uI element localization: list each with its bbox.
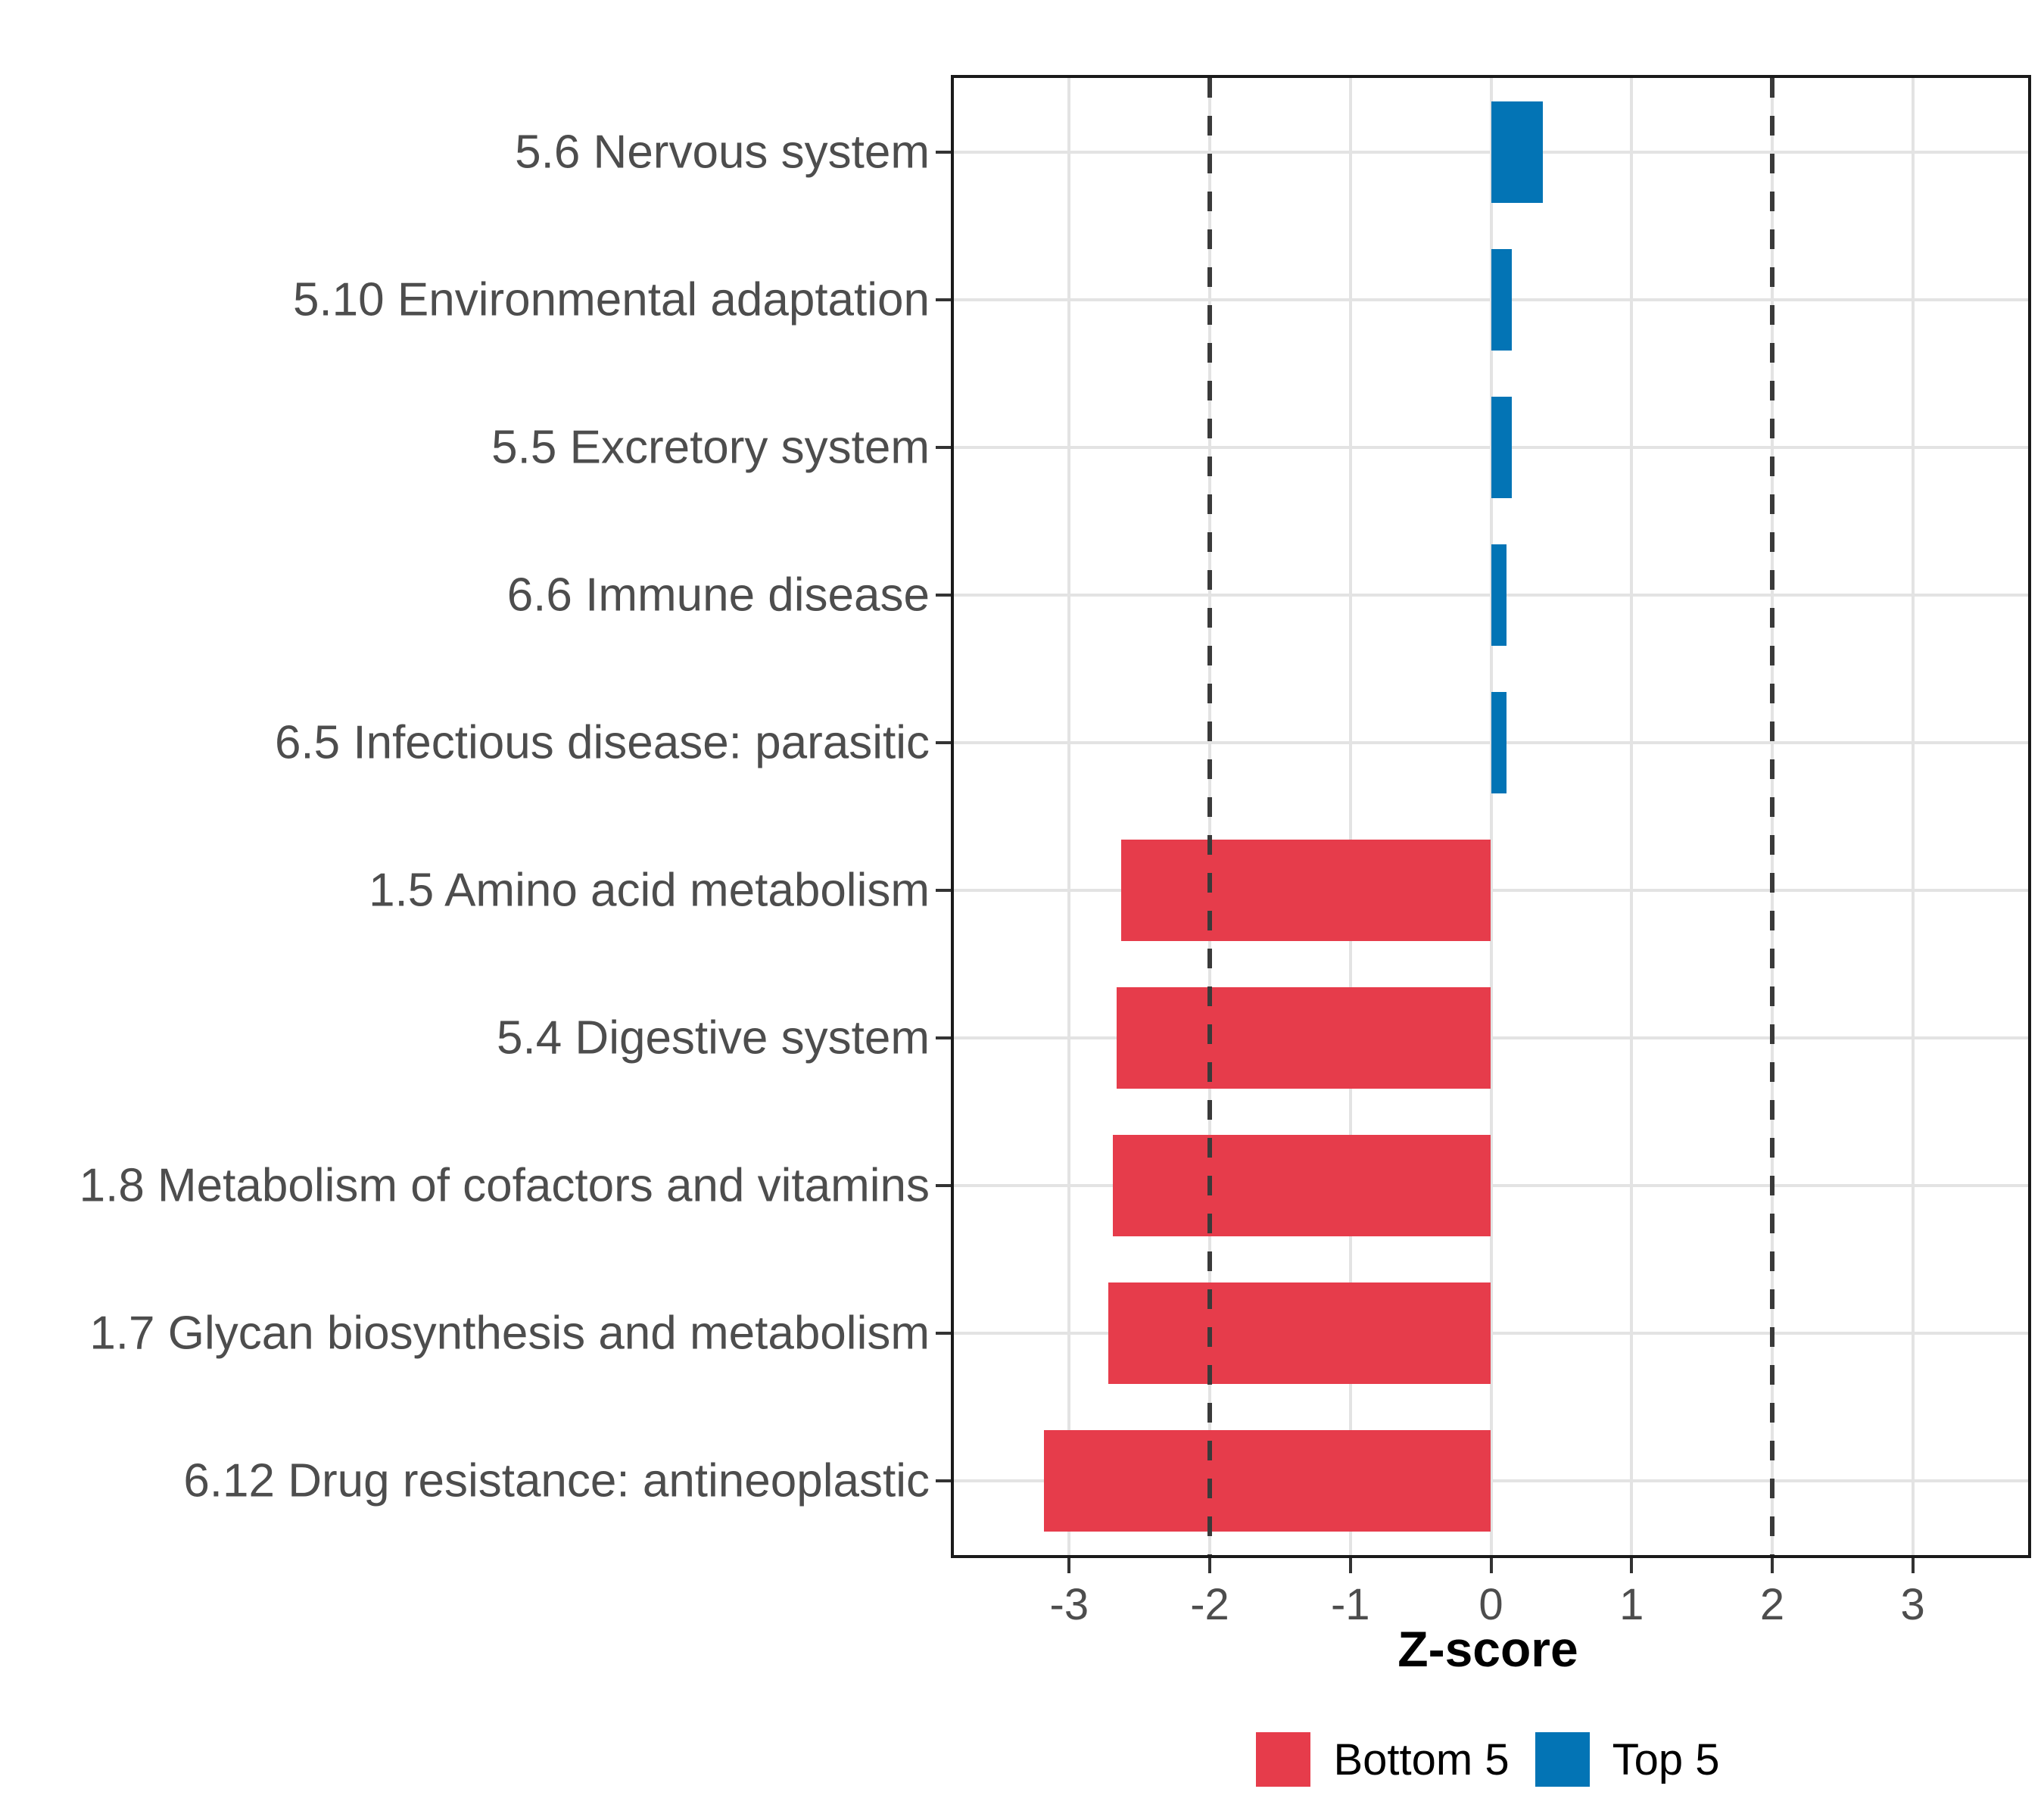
y-label-6-6-immune-disease: 6.6 Immune disease: [506, 569, 930, 622]
x-tick: [1208, 1558, 1212, 1573]
x-tick: [1067, 1558, 1071, 1573]
y-tick: [936, 740, 951, 744]
bar-6-5-infectious-disease-parasitic: [1491, 691, 1507, 793]
bar-1-7-glycan-biosynthesis-and-metabolism: [1108, 1282, 1491, 1385]
y-tick: [936, 445, 951, 449]
bar-6-6-immune-disease: [1491, 544, 1507, 646]
legend-label-top5: Top 5: [1612, 1734, 1720, 1784]
x-axis-title: Z-score: [1397, 1621, 1578, 1677]
y-tick: [936, 1479, 951, 1483]
y-tick: [936, 1332, 951, 1335]
bar-1-5-amino-acid-metabolism: [1121, 840, 1491, 942]
y-tick: [936, 889, 951, 893]
gridline-vertical: [1630, 78, 1634, 1555]
legend-swatch-bottom5: [1256, 1732, 1311, 1787]
legend-entry-top5: Top 5: [1535, 1732, 1720, 1787]
gridline-vertical: [1489, 78, 1493, 1555]
y-tick: [936, 1036, 951, 1040]
legend-entry-bottom5: Bottom 5: [1256, 1732, 1510, 1787]
y-label-5-6-nervous-system: 5.6 Nervous system: [515, 126, 930, 179]
gridline-vertical: [1348, 78, 1352, 1555]
y-tick: [936, 150, 951, 154]
y-label-1-8-metabolism-of-cofactors-and-vitamins: 1.8 Metabolism of cofactors and vitamins: [79, 1159, 930, 1212]
y-label-6-12-drug-resistance-antineoplastic: 6.12 Drug resistance: antineoplastic: [183, 1454, 930, 1507]
x-tick-label--2: -2: [1190, 1580, 1229, 1629]
x-tick: [1911, 1558, 1915, 1573]
gridline-vertical: [1067, 78, 1071, 1555]
y-label-1-5-amino-acid-metabolism: 1.5 Amino acid metabolism: [369, 864, 930, 917]
threshold-line--2: [1207, 78, 1213, 1555]
x-tick-label--1: -1: [1330, 1580, 1370, 1629]
y-tick: [936, 593, 951, 597]
x-tick: [1770, 1558, 1774, 1573]
legend-swatch-top5: [1535, 1732, 1590, 1787]
x-tick-label-3: 3: [1900, 1580, 1925, 1629]
y-tick: [936, 1184, 951, 1188]
bar-1-8-metabolism-of-cofactors-and-vitamins: [1112, 1135, 1491, 1237]
legend: Bottom 5 Top 5: [951, 1732, 2025, 1787]
y-label-6-5-infectious-disease-parasitic: 6.5 Infectious disease: parasitic: [274, 716, 930, 769]
y-label-1-7-glycan-biosynthesis-and-metabolism: 1.7 Glycan biosynthesis and metabolism: [89, 1307, 930, 1360]
y-tick: [936, 298, 951, 301]
y-label-5-5-excretory-system: 5.5 Excretory system: [491, 421, 930, 474]
y-label-5-10-environmental-adaptation: 5.10 Environmental adaptation: [292, 273, 930, 326]
bar-5-4-digestive-system: [1117, 987, 1491, 1089]
x-tick-label-0: 0: [1478, 1580, 1503, 1629]
threshold-line-2: [1769, 78, 1774, 1555]
x-tick-label-1: 1: [1619, 1580, 1644, 1629]
legend-label-bottom5: Bottom 5: [1333, 1734, 1510, 1784]
x-tick: [1348, 1558, 1352, 1573]
bar-6-12-drug-resistance-antineoplastic: [1043, 1430, 1491, 1532]
x-tick-label--3: -3: [1049, 1580, 1089, 1629]
gridline-vertical: [1911, 78, 1915, 1555]
y-label-5-4-digestive-system: 5.4 Digestive system: [497, 1011, 930, 1064]
bar-5-5-excretory-system: [1491, 396, 1513, 498]
bar-5-10-environmental-adaptation: [1491, 248, 1513, 351]
x-tick-label-2: 2: [1759, 1580, 1785, 1629]
bar-5-6-nervous-system: [1491, 101, 1544, 203]
x-tick: [1489, 1558, 1493, 1573]
plot-panel: [951, 75, 2031, 1558]
x-tick: [1630, 1558, 1634, 1573]
